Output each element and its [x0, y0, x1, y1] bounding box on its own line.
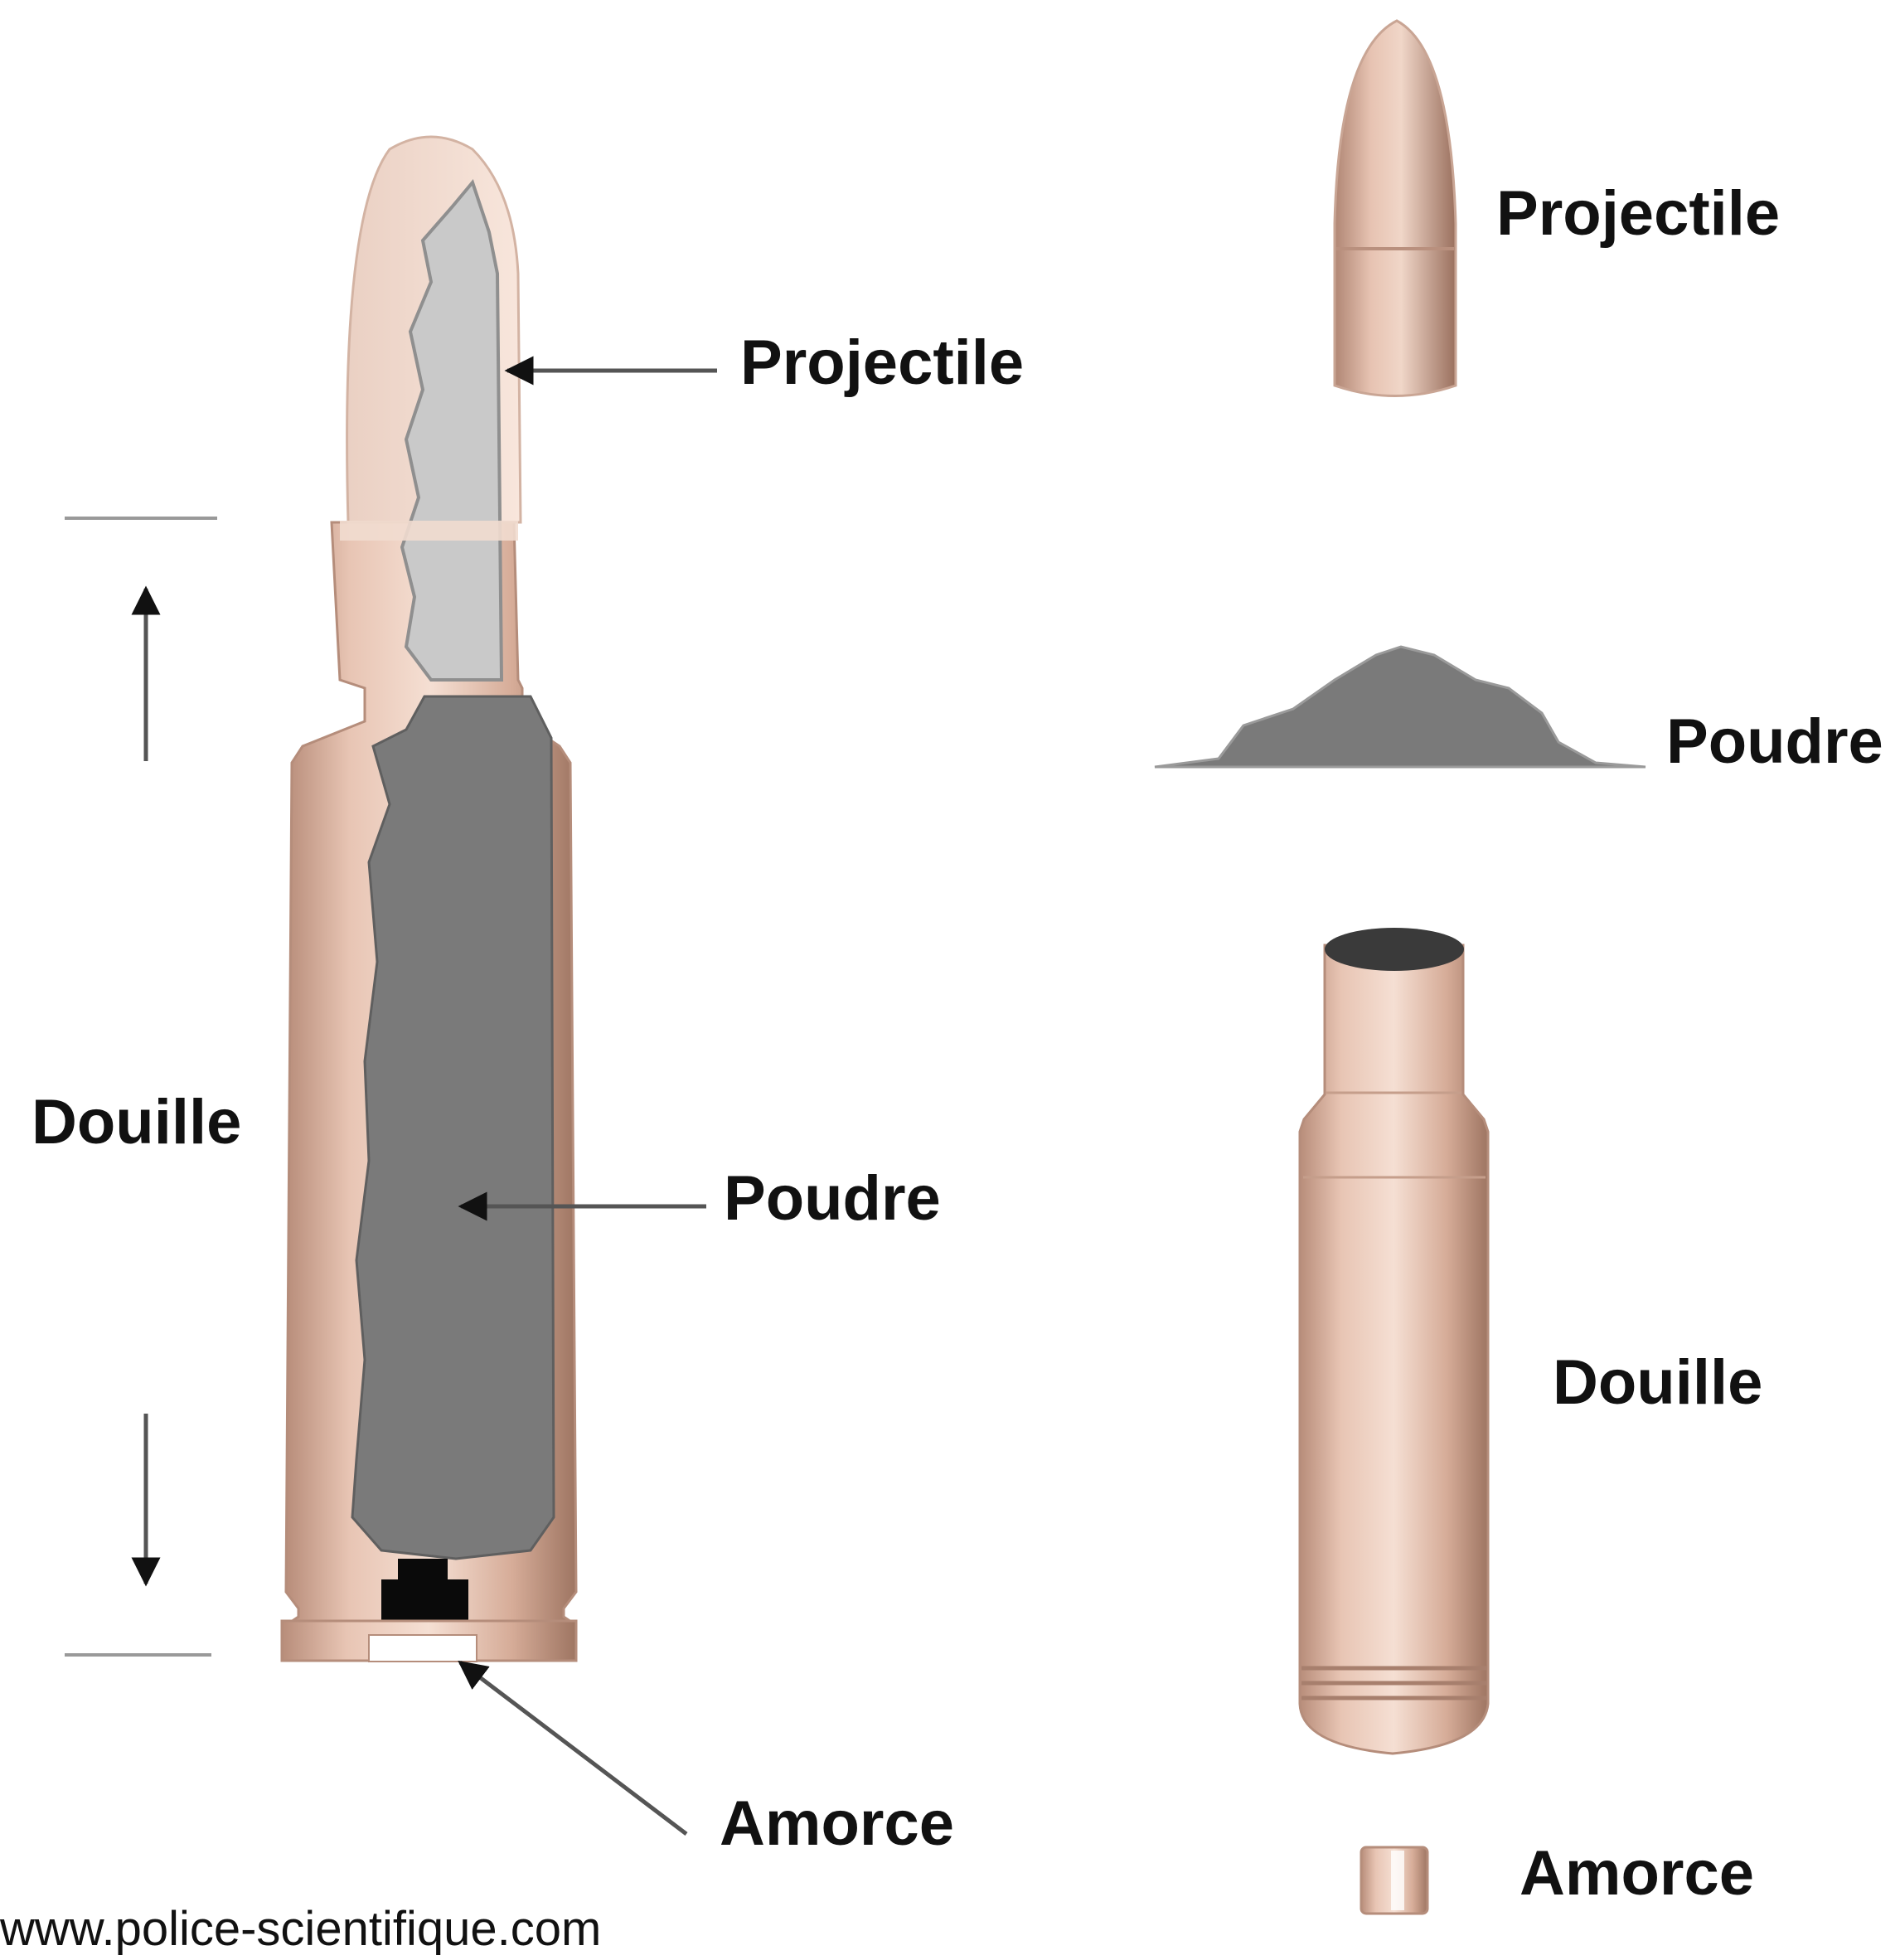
cross-section-amorce-label: Amorce	[720, 1788, 954, 1859]
exploded-amorce-label: Amorce	[1520, 1838, 1754, 1909]
empty-case-mouth	[1325, 928, 1464, 971]
cross-section-cartridge	[280, 135, 578, 1662]
empty-case-body	[1298, 944, 1490, 1755]
exploded-poudre-label: Poudre	[1666, 706, 1883, 777]
loose-primer	[1360, 1846, 1429, 1915]
cross-section-projectile-label: Projectile	[740, 327, 1025, 398]
exploded-douille-label: Douille	[1553, 1347, 1763, 1418]
amorce-leader	[458, 1660, 688, 1836]
primer-pocket	[368, 1634, 477, 1662]
empty-case	[1298, 928, 1490, 1755]
douille-dimension	[65, 517, 217, 1657]
loose-bullet-shape	[1333, 19, 1457, 397]
powder-pile	[1154, 645, 1646, 769]
loose-primer-highlight	[1391, 1851, 1404, 1910]
exploded-projectile-label: Projectile	[1496, 178, 1781, 249]
primer	[381, 1559, 468, 1635]
loose-projectile	[1333, 19, 1457, 397]
cross-section-poudre-label: Poudre	[724, 1163, 941, 1234]
source-url: www.police-scientifique.com	[0, 1902, 602, 1956]
cross-section-douille-label: Douille	[32, 1087, 242, 1157]
powder-fill	[351, 695, 555, 1560]
case-neck-band	[340, 521, 518, 541]
